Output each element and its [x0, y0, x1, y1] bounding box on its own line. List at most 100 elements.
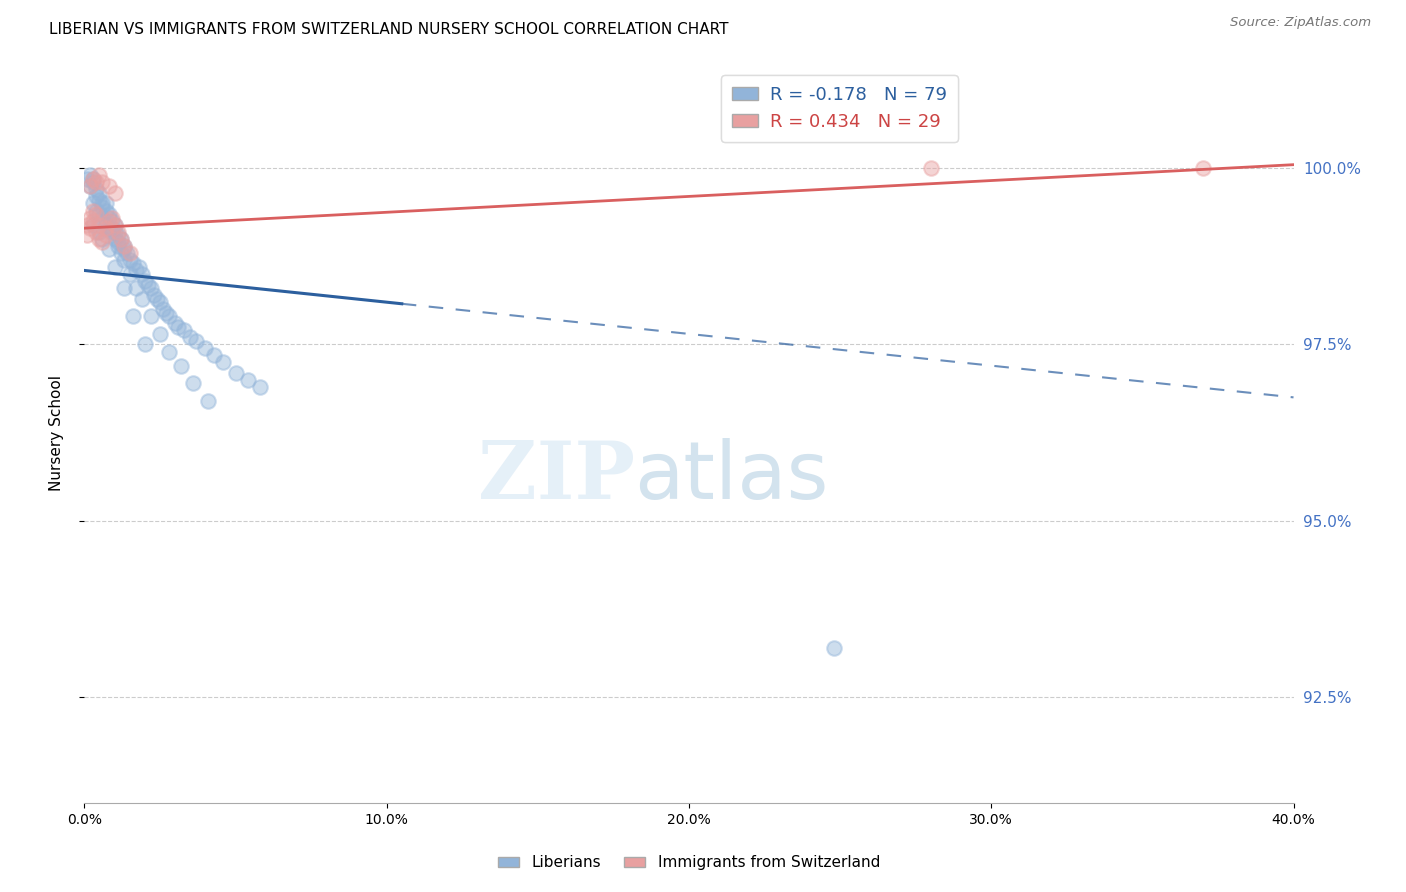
Point	[89, 225, 111, 239]
Point	[157, 344, 180, 359]
Point	[249, 380, 271, 394]
Point	[125, 281, 148, 295]
Text: atlas: atlas	[634, 438, 830, 516]
Point	[110, 232, 132, 246]
Point	[100, 214, 122, 228]
Point	[823, 640, 845, 655]
Point	[82, 171, 104, 186]
Point	[79, 211, 101, 225]
Point	[142, 288, 165, 302]
Text: LIBERIAN VS IMMIGRANTS FROM SWITZERLAND NURSERY SCHOOL CORRELATION CHART: LIBERIAN VS IMMIGRANTS FROM SWITZERLAND …	[49, 22, 728, 37]
Point	[86, 175, 108, 189]
Point	[79, 221, 101, 235]
Point	[89, 207, 111, 221]
Point	[149, 326, 172, 341]
Point	[97, 221, 120, 235]
Y-axis label: Nursery School: Nursery School	[49, 375, 63, 491]
Point	[112, 281, 135, 295]
Point	[79, 168, 101, 182]
Point	[152, 302, 174, 317]
Point	[89, 168, 111, 182]
Point	[86, 207, 108, 221]
Point	[79, 178, 101, 193]
Point	[149, 295, 172, 310]
Point	[89, 232, 111, 246]
Point	[100, 211, 122, 225]
Point	[89, 186, 111, 200]
Point	[89, 193, 111, 207]
Point	[110, 245, 132, 260]
Point	[86, 203, 108, 218]
Point	[104, 260, 127, 274]
Point	[110, 232, 132, 246]
Point	[104, 218, 127, 232]
Point	[107, 228, 129, 243]
Point	[146, 292, 169, 306]
Point	[91, 232, 114, 246]
Point	[131, 292, 153, 306]
Point	[100, 221, 122, 235]
Point	[97, 211, 120, 225]
Point	[139, 310, 162, 324]
Point	[91, 211, 114, 225]
Point	[167, 319, 190, 334]
Point	[94, 196, 117, 211]
Point	[112, 239, 135, 253]
Point	[76, 218, 98, 232]
Point	[134, 274, 156, 288]
Point	[100, 225, 122, 239]
Point	[179, 330, 201, 344]
Point	[1192, 161, 1215, 176]
Point	[94, 203, 117, 218]
Point	[128, 260, 150, 274]
Point	[121, 256, 143, 270]
Point	[91, 235, 114, 250]
Point	[91, 200, 114, 214]
Text: Source: ZipAtlas.com: Source: ZipAtlas.com	[1230, 16, 1371, 29]
Point	[920, 161, 942, 176]
Point	[82, 203, 104, 218]
Point	[76, 171, 98, 186]
Point	[97, 207, 120, 221]
Point	[94, 221, 117, 235]
Point	[107, 235, 129, 250]
Point	[121, 310, 143, 324]
Point	[82, 196, 104, 211]
Point	[82, 171, 104, 186]
Point	[139, 281, 162, 295]
Point	[131, 267, 153, 281]
Point	[97, 242, 120, 256]
Point	[82, 218, 104, 232]
Legend: Liberians, Immigrants from Switzerland: Liberians, Immigrants from Switzerland	[492, 849, 886, 877]
Point	[89, 218, 111, 232]
Point	[97, 214, 120, 228]
Point	[91, 175, 114, 189]
Point	[94, 218, 117, 232]
Point	[170, 359, 193, 373]
Point	[165, 316, 187, 330]
Point	[225, 366, 247, 380]
Point	[104, 186, 127, 200]
Point	[157, 310, 180, 324]
Point	[97, 178, 120, 193]
Point	[118, 252, 141, 267]
Point	[212, 355, 235, 369]
Point	[115, 245, 138, 260]
Point	[155, 306, 177, 320]
Point	[86, 182, 108, 196]
Point	[197, 393, 219, 408]
Point	[82, 175, 104, 189]
Point	[173, 323, 195, 337]
Point	[236, 373, 259, 387]
Point	[136, 277, 159, 292]
Point	[125, 263, 148, 277]
Point	[82, 214, 104, 228]
Point	[107, 239, 129, 253]
Point	[104, 232, 127, 246]
Point	[86, 225, 108, 239]
Point	[202, 348, 225, 362]
Point	[181, 376, 204, 391]
Point	[134, 337, 156, 351]
Point	[194, 341, 217, 355]
Point	[118, 267, 141, 281]
